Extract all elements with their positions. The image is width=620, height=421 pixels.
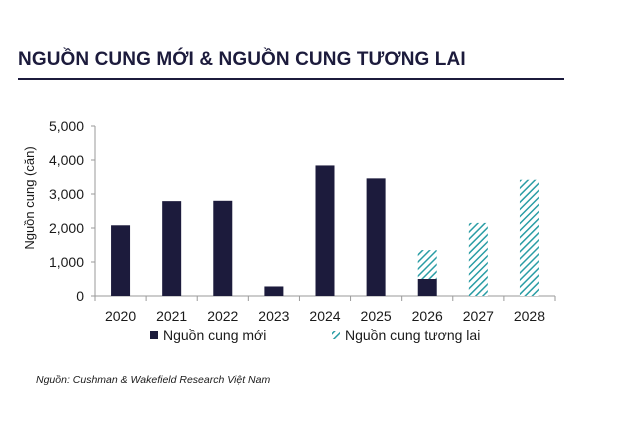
x-tick-label: 2028 bbox=[514, 308, 545, 324]
bars bbox=[111, 165, 539, 296]
legend-swatch-new-supply bbox=[150, 331, 158, 339]
x-tick-label: 2020 bbox=[105, 308, 136, 324]
bar-new-supply bbox=[366, 178, 386, 296]
x-axis: 2020 2021 2022 2023 2024 2025 2026 2027 2028 bbox=[94, 295, 556, 324]
x-tick-label: 2025 bbox=[361, 308, 392, 324]
bar-new-supply bbox=[111, 225, 131, 296]
bar-new-supply bbox=[162, 201, 182, 296]
title-divider bbox=[18, 78, 564, 80]
legend-swatch-future-supply bbox=[332, 331, 340, 339]
chart-title: NGUỒN CUNG MỚI & NGUỒN CUNG TƯƠNG LAI bbox=[18, 49, 466, 70]
y-tick-label: 0 bbox=[76, 288, 84, 304]
y-tick-label: 3,000 bbox=[49, 186, 84, 202]
y-axis: 0 1,000 2,000 3,000 4,000 5,000 bbox=[49, 118, 96, 304]
y-tick-label: 1,000 bbox=[49, 254, 84, 270]
y-tick-label: 4,000 bbox=[49, 152, 84, 168]
x-tick-label: 2021 bbox=[156, 308, 187, 324]
bar-future-supply bbox=[519, 179, 539, 296]
bar-new-supply bbox=[417, 279, 437, 296]
bar-new-supply bbox=[264, 286, 284, 296]
bar-future-supply bbox=[468, 222, 488, 296]
legend: Nguồn cung mới Nguồn cung tương lai bbox=[150, 327, 480, 343]
bar-new-supply bbox=[213, 200, 233, 296]
x-tick-label: 2026 bbox=[412, 308, 443, 324]
legend-label-new-supply: Nguồn cung mới bbox=[163, 327, 266, 343]
x-tick-label: 2024 bbox=[309, 308, 340, 324]
x-tick-label: 2027 bbox=[463, 308, 494, 324]
y-tick-label: 2,000 bbox=[49, 220, 84, 236]
y-axis-label: Nguồn cung (căn) bbox=[22, 146, 37, 249]
x-tick-label: 2023 bbox=[258, 308, 289, 324]
bar-future-supply bbox=[417, 250, 437, 279]
y-tick-label: 5,000 bbox=[49, 118, 84, 134]
bar-new-supply bbox=[315, 165, 335, 296]
legend-label-future-supply: Nguồn cung tương lai bbox=[345, 327, 480, 343]
source-note: Nguồn: Cushman & Wakefield Research Việt… bbox=[36, 374, 271, 386]
x-tick-label: 2022 bbox=[207, 308, 238, 324]
